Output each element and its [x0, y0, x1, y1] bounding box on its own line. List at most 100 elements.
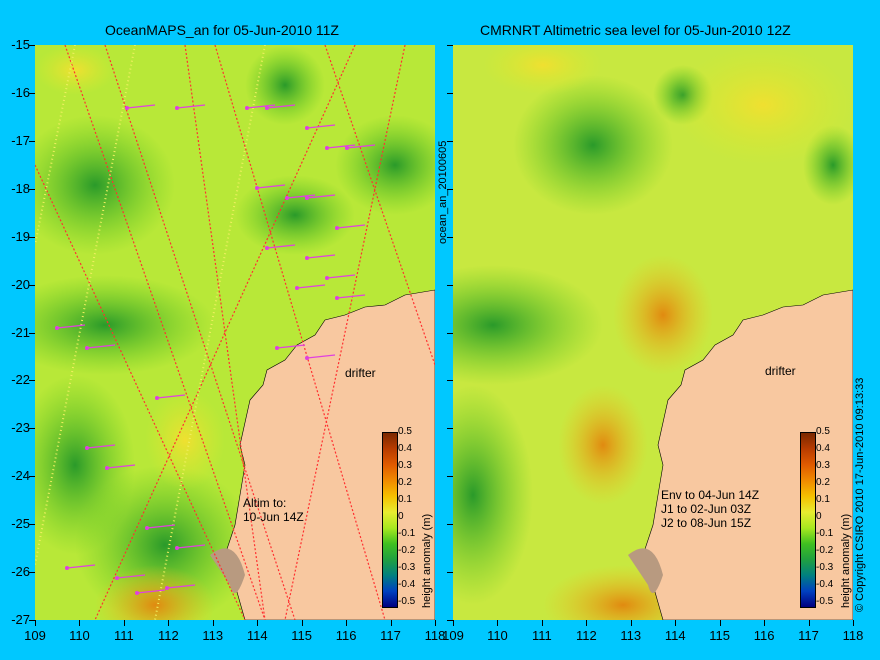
y-tick-label: -17 [11, 132, 30, 148]
x-tick-mark [808, 620, 810, 626]
current-arrow [56, 324, 86, 329]
y-tick-mark [447, 476, 453, 478]
x-tick-mark [719, 620, 721, 626]
colorbar-tick-label: 0.5 [398, 426, 412, 437]
right-colorbar [800, 432, 816, 608]
y-tick-label: -15 [11, 37, 30, 52]
current-arrow-head [135, 591, 139, 595]
right-sea-level-map[interactable]: Env to 04-Jun 14Z J1 to 02-Jun 03Z J2 to… [453, 45, 853, 620]
side-label: ocean_an_20100605 [437, 140, 449, 244]
colorbar-tick-label: 0 [398, 511, 404, 522]
y-tick-mark [447, 284, 453, 286]
current-arrow [326, 144, 356, 149]
current-arrow-head [165, 586, 169, 590]
current-arrow [306, 354, 336, 359]
current-arrow-head [285, 196, 289, 200]
current-arrow-head [305, 126, 309, 130]
colorbar-tick-label: -0.2 [816, 545, 834, 556]
y-tick-label: -26 [11, 564, 30, 580]
current-arrow [276, 344, 306, 349]
x-tick-label: 117 [380, 628, 401, 643]
colorbar-tick-label: -0.3 [816, 562, 834, 573]
x-tick-label: 109 [442, 628, 464, 643]
y-tick-mark [29, 45, 35, 46]
y-tick-label: -27 [11, 612, 30, 627]
current-arrow [136, 589, 166, 594]
y-tick-mark [29, 620, 35, 621]
left-altim-line-1: Altim to: [243, 496, 287, 510]
right-map-graphic [453, 45, 853, 620]
x-tick-label: 110 [487, 628, 508, 643]
left-sea-level-map[interactable]: Altim to: 10-Jun 14Z drifter [35, 45, 435, 620]
y-tick-label: -24 [11, 468, 30, 484]
left-panel-title: OceanMAPS_an for 05-Jun-2010 11Z [105, 22, 339, 38]
current-arrow-head [175, 546, 179, 550]
y-tick-mark [29, 380, 35, 382]
x-tick-mark [35, 620, 36, 626]
left-colorbar-label: height anomaly (m) [421, 513, 433, 608]
x-tick-mark [764, 620, 766, 626]
x-tick-mark [586, 620, 588, 626]
x-tick-label: 117 [798, 628, 819, 643]
current-arrow-head [145, 526, 149, 530]
y-tick-mark [29, 140, 35, 142]
x-tick-label: 113 [620, 628, 642, 643]
x-tick-mark [123, 620, 125, 626]
current-arrow [346, 144, 376, 149]
y-tick-mark [29, 332, 35, 334]
x-tick-label: 115 [709, 628, 731, 643]
x-tick-label: 111 [531, 628, 552, 643]
current-arrow [106, 464, 136, 469]
current-arrow-head [325, 146, 329, 150]
x-tick-label: 115 [291, 628, 313, 643]
right-j2-line: J2 to 08-Jun 15Z [661, 516, 752, 530]
current-arrow [166, 584, 196, 589]
current-arrow [286, 194, 316, 199]
left-altim-line-2: 10-Jun 14Z [243, 510, 304, 524]
y-tick-label: -16 [11, 84, 30, 100]
current-arrow [156, 394, 186, 399]
current-arrow-head [65, 566, 69, 570]
x-tick-label: 114 [246, 628, 268, 643]
copyright-label: © Copyright CSIRO 2010 17-Jun-2010 09:13… [854, 377, 866, 612]
current-arrow [176, 104, 206, 109]
current-arrow [306, 194, 336, 199]
y-tick-mark [29, 428, 35, 430]
current-arrow [256, 184, 286, 189]
current-arrow [306, 124, 336, 129]
colorbar-tick-label: 0.5 [816, 426, 830, 437]
y-tick-label: -23 [11, 420, 30, 436]
x-tick-mark [435, 620, 436, 626]
colorbar-tick-label: -0.2 [398, 545, 416, 556]
current-arrow-head [305, 256, 309, 260]
current-arrow [116, 574, 146, 579]
y-tick-label: -25 [11, 516, 30, 532]
x-tick-mark [168, 620, 170, 626]
current-arrow [336, 294, 366, 299]
y-tick-mark [447, 524, 453, 526]
current-arrow [126, 104, 156, 109]
x-tick-label: 110 [69, 628, 90, 643]
x-tick-label: 113 [202, 628, 224, 643]
right-colorbar-label: height anomaly (m) [840, 513, 852, 608]
current-arrow-head [305, 356, 309, 360]
current-arrow [66, 564, 96, 569]
y-tick-mark [447, 236, 453, 238]
y-tick-label: -19 [11, 228, 30, 244]
current-arrow [326, 274, 356, 279]
colorbar-tick-label: 0.3 [398, 460, 412, 471]
right-j1-line: J1 to 02-Jun 03Z [661, 502, 752, 516]
x-tick-label: 116 [335, 628, 357, 643]
y-tick-label: -21 [11, 324, 30, 340]
y-tick-mark [29, 188, 35, 190]
y-tick-label: -22 [11, 372, 30, 388]
current-arrow-head [255, 186, 259, 190]
current-arrow [146, 524, 176, 529]
x-tick-mark [79, 620, 81, 626]
y-tick-label: -18 [11, 180, 30, 196]
colorbar-tick-label: -0.1 [398, 528, 416, 539]
left-drifter-label: drifter [345, 366, 376, 380]
x-tick-mark [453, 620, 454, 626]
current-arrow [266, 244, 296, 249]
current-arrow-head [335, 296, 339, 300]
